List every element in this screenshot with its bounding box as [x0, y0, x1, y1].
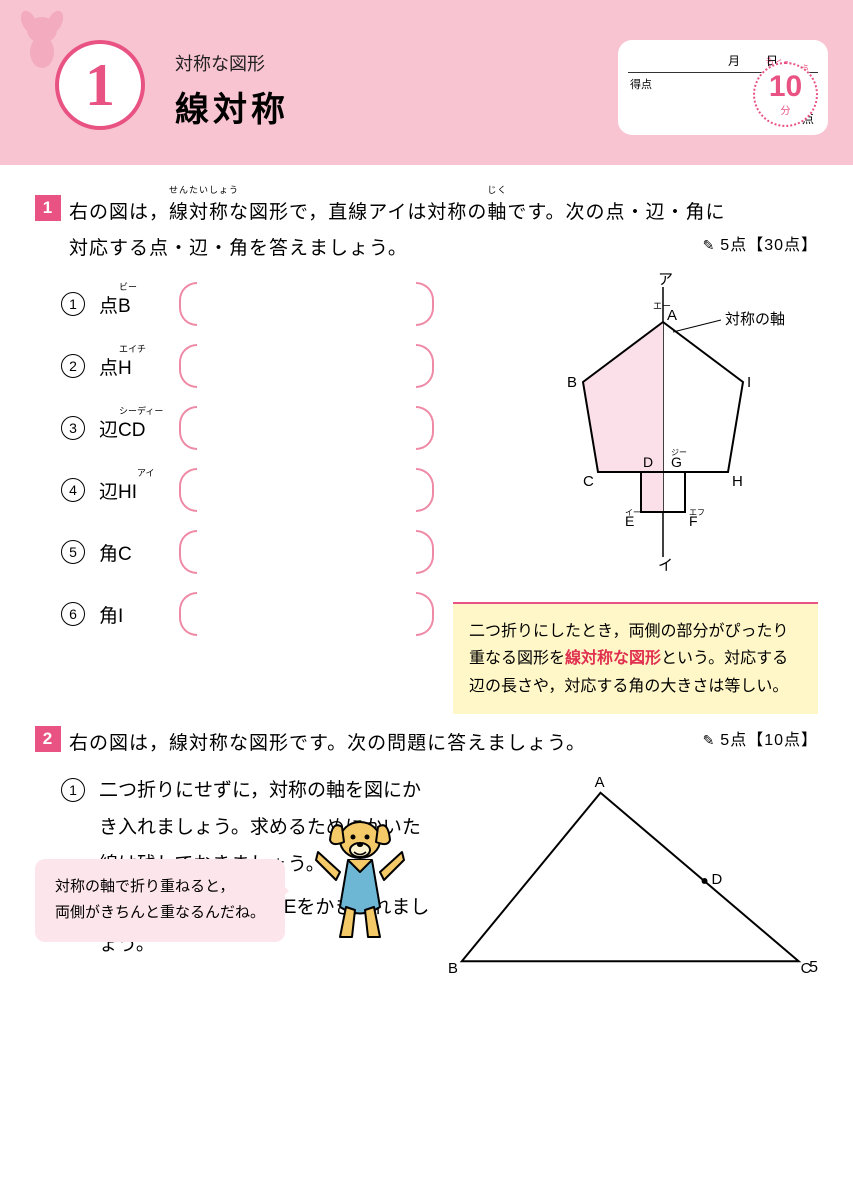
svg-text:イー: イー: [625, 508, 641, 517]
q1-answer-list: 1 ビー点B 2 エイチ点H 3 シーディー辺CD 4 アイ辺HI 5 角C 6 角I: [35, 282, 455, 636]
hint-callout: 対称の軸で折り重ねると， 両側がきちんと重なるんだね。: [35, 812, 410, 942]
worksheet-header: 1 対称な図形 線対称 もくひょう 月 日 得点 点 10 分: [0, 0, 853, 165]
answer-blank[interactable]: [179, 530, 434, 574]
svg-text:イ: イ: [658, 557, 673, 572]
item-label: シーディー辺CD: [99, 415, 179, 442]
svg-text:A: A: [594, 775, 604, 791]
answer-blank[interactable]: [179, 344, 434, 388]
item-number: 5: [61, 540, 85, 564]
svg-text:H: H: [732, 473, 743, 490]
speech-bubble: 対称の軸で折り重ねると， 両側がきちんと重なるんだね。: [35, 859, 285, 942]
timer-badge: 10 分: [753, 62, 818, 127]
chapter-number: 1: [85, 51, 115, 120]
timer-value: 10: [769, 72, 802, 102]
svg-text:ジー: ジー: [671, 448, 687, 457]
answer-blank[interactable]: [179, 282, 434, 326]
dog-mascot: [310, 812, 410, 942]
q2-number: 2: [35, 726, 61, 752]
svg-text:D: D: [711, 872, 722, 888]
q2-points: 5点【10点】: [703, 726, 818, 756]
month-label: 月: [728, 52, 740, 69]
svg-text:ア: ア: [658, 272, 673, 288]
item-label: ビー点B: [99, 291, 179, 318]
item-label: アイ辺HI: [99, 477, 179, 504]
svg-text:I: I: [747, 374, 751, 391]
q1-item: 6 角I: [35, 592, 455, 636]
item-label: 角I: [99, 601, 179, 628]
score-label: 得点: [630, 76, 652, 92]
question-1: 1右の図は，せんたいしょう線対称な図形で，直線アイは対称のじく軸です。次の点・辺…: [35, 195, 818, 636]
answer-blank[interactable]: [179, 406, 434, 450]
item-label: エイチ点H: [99, 353, 179, 380]
svg-text:D: D: [643, 454, 653, 470]
answer-blank[interactable]: [179, 468, 434, 512]
definition-note: 二つ折りにしたとき，両側の部分がぴったり重なる図形を線対称な図形という。対応する…: [453, 602, 818, 714]
symmetry-figure-1: 対称の軸 ア イ エー A B I C H D G ジー E イー F エフ: [503, 272, 823, 572]
svg-text:C: C: [583, 473, 594, 490]
score-box: もくひょう 月 日 得点 点 10 分: [618, 40, 828, 135]
item-number: 3: [61, 416, 85, 440]
page-number: 5: [809, 959, 818, 977]
timer-unit: 分: [781, 102, 791, 117]
svg-text:A: A: [667, 307, 677, 324]
q1-number: 1: [35, 195, 61, 221]
q1-item: 5 角C: [35, 530, 455, 574]
triangle-figure: A B C D: [442, 772, 818, 982]
q1-item: 4 アイ辺HI: [35, 468, 455, 512]
chapter-badge: 1: [55, 40, 145, 130]
item-number: 2: [61, 354, 85, 378]
q1-item: 3 シーディー辺CD: [35, 406, 455, 450]
q1-item: 1 ビー点B: [35, 282, 455, 326]
item-number: 6: [61, 602, 85, 626]
q1-points: 5点【30点】: [703, 231, 818, 261]
answer-blank[interactable]: [179, 592, 434, 636]
item-number: 1: [61, 292, 85, 316]
svg-text:対称の軸: 対称の軸: [725, 311, 785, 328]
svg-text:エフ: エフ: [689, 508, 705, 517]
svg-text:B: B: [567, 374, 577, 391]
q1-item: 2 エイチ点H: [35, 344, 455, 388]
item-label: 角C: [99, 539, 179, 566]
chapter-subtitle: 対称な図形: [175, 50, 289, 76]
svg-text:B: B: [447, 961, 457, 977]
item-number: 4: [61, 478, 85, 502]
chapter-title: 線対称: [175, 82, 289, 131]
